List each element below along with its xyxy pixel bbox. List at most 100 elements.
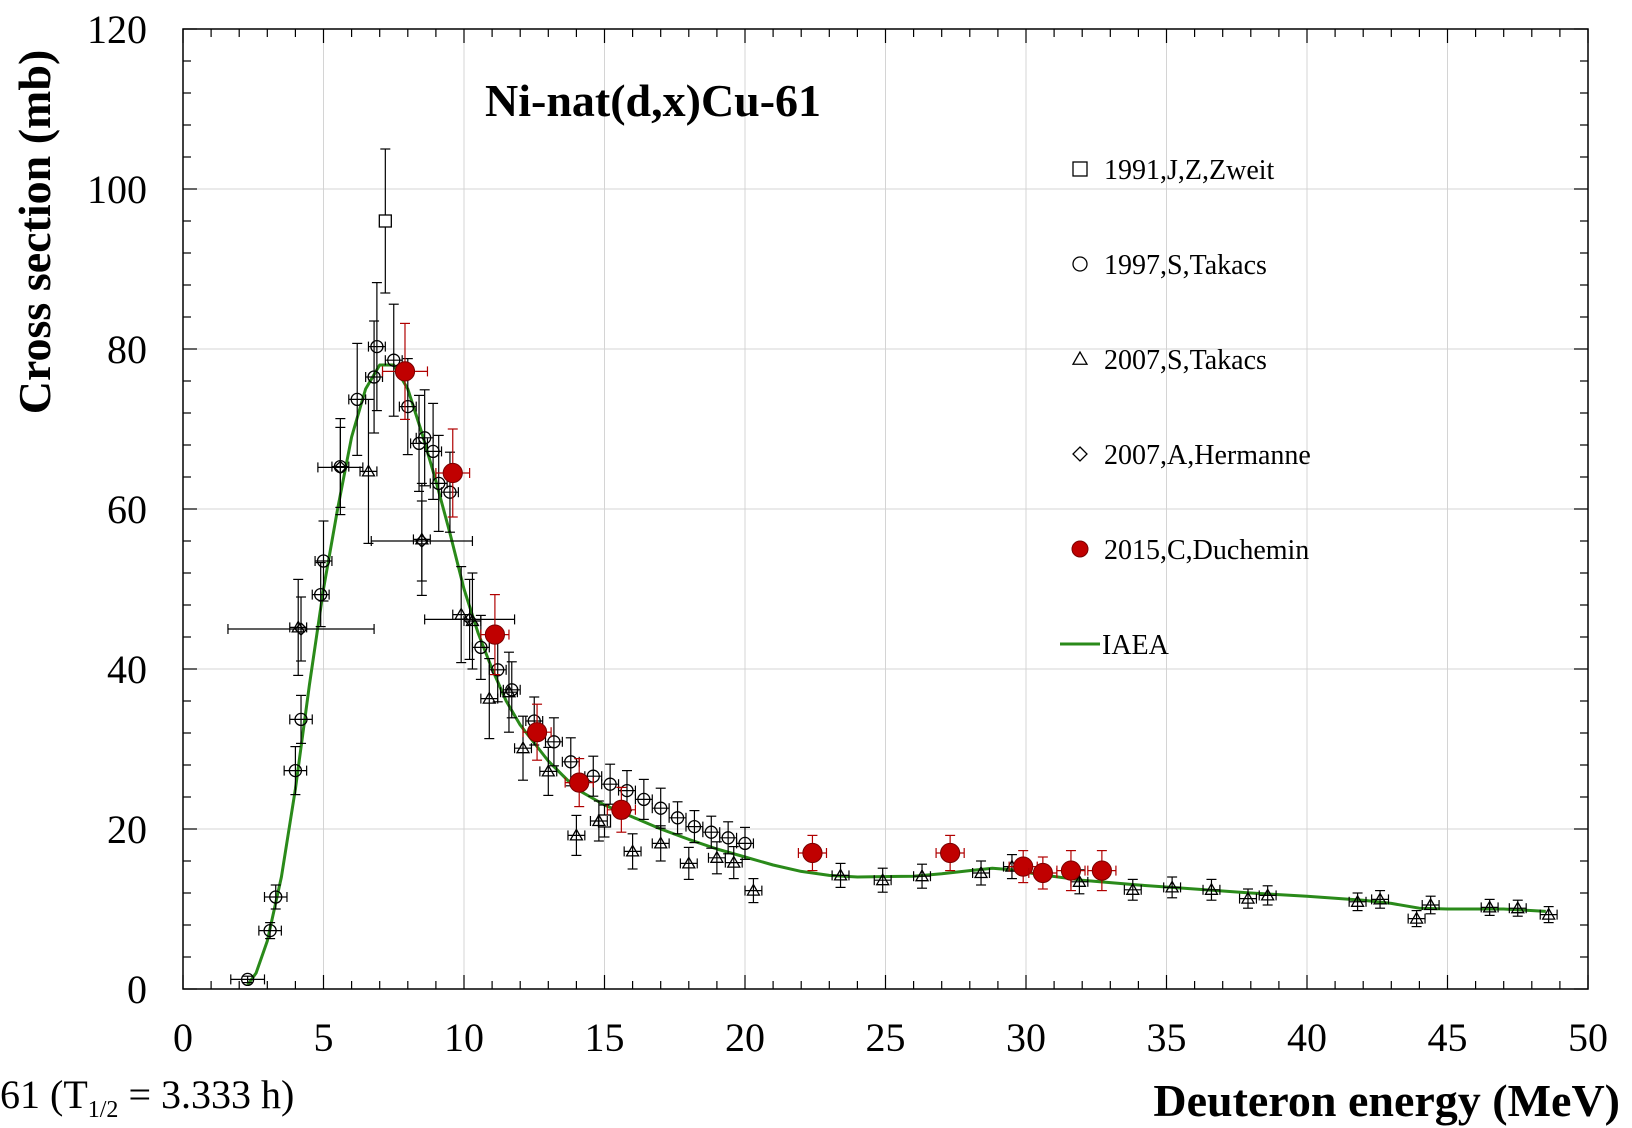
data-point <box>480 593 510 676</box>
data-point <box>1238 888 1258 909</box>
data-point <box>831 862 850 889</box>
square-marker <box>1072 161 1088 177</box>
data-point <box>634 778 653 821</box>
data-point <box>623 833 642 870</box>
triangle-marker <box>653 836 668 849</box>
legend-entry: 2015,C,Duchemin <box>1071 535 1309 566</box>
data-point <box>513 715 533 781</box>
half-life-caption: 61 (T1/2 = 3.333 h) <box>0 1072 295 1123</box>
data-point <box>348 342 367 456</box>
y-tick-label: 60 <box>107 487 147 532</box>
circle-marker <box>432 476 446 491</box>
x-tick-label: 25 <box>866 1015 906 1060</box>
data-point <box>539 746 558 797</box>
legend-entry: IAEA <box>1060 630 1170 661</box>
data-point <box>415 389 434 487</box>
triangle-marker <box>1541 907 1556 920</box>
data-point <box>230 972 266 987</box>
legend-label: IAEA <box>1102 630 1170 661</box>
data-point <box>480 657 499 740</box>
legend-label: 2007,A,Hermanne <box>1104 440 1311 471</box>
y-tick-label: 20 <box>107 807 147 852</box>
triangle-marker <box>1350 894 1365 907</box>
filled-circle-marker <box>940 842 961 864</box>
legend-label: 1991,J,Z,Zweit <box>1104 155 1275 186</box>
data-point <box>1202 878 1221 901</box>
data-point <box>384 303 403 417</box>
data-point <box>283 745 308 796</box>
caption-subscript: 1/2 <box>87 1097 119 1123</box>
data-point <box>1480 898 1499 917</box>
triangle-marker <box>726 855 741 868</box>
data-point <box>912 863 932 889</box>
data-point <box>1421 895 1440 915</box>
triangle-marker <box>1164 880 1180 893</box>
triangle-marker <box>1072 874 1087 887</box>
x-tick-label: 30 <box>1006 1015 1046 1060</box>
filled-circle-marker <box>1032 862 1053 884</box>
triangle-marker <box>501 684 517 698</box>
x-tick-label: 10 <box>444 1015 484 1060</box>
data-point <box>522 703 552 761</box>
data-point <box>1407 909 1426 928</box>
data-point <box>499 651 518 733</box>
triangle-marker <box>875 872 890 886</box>
triangle-marker <box>1071 350 1089 365</box>
data-point <box>359 398 378 545</box>
circle-marker <box>263 923 277 938</box>
circle-marker <box>367 370 381 384</box>
data-point <box>744 877 763 904</box>
data-point <box>314 520 333 602</box>
circle-marker <box>474 640 488 655</box>
diamond-marker <box>1072 446 1088 462</box>
triangle-marker <box>914 868 930 882</box>
diamond-marker <box>414 534 429 548</box>
data-point <box>1258 885 1277 906</box>
triangle-marker <box>541 764 556 777</box>
triangle-marker <box>973 865 989 879</box>
y-tick-label: 120 <box>87 7 147 52</box>
legend: 1991,J,Z,Zweit 1997,S,Takacs 2007,S,Takacs… <box>1060 155 1311 661</box>
circle-marker <box>350 392 364 407</box>
legend-entry: 2007,S,Takacs <box>1071 345 1267 376</box>
filled-circle-marker <box>569 772 590 793</box>
caption-prefix: 61 (T <box>0 1072 88 1117</box>
legend-entry: 1991,J,Z,Zweit <box>1072 155 1275 186</box>
triangle-marker <box>625 844 640 857</box>
circle-marker <box>288 763 303 778</box>
circle-marker <box>738 836 752 851</box>
data-point <box>424 578 516 661</box>
filled-circle-marker <box>1060 860 1082 881</box>
data-point <box>289 694 313 745</box>
plot-frame <box>182 28 1589 990</box>
circle-marker <box>670 811 685 825</box>
filled-circle-marker <box>394 361 416 382</box>
x-tick-label: 35 <box>1147 1015 1187 1060</box>
circle-marker <box>637 792 651 807</box>
x-tick-label: 20 <box>725 1015 765 1060</box>
triangle-marker <box>681 856 696 869</box>
triangle-marker <box>1510 900 1525 914</box>
triangle-marker <box>833 868 848 881</box>
data-point <box>1123 878 1142 901</box>
data-point <box>685 809 704 844</box>
filled-circle-marker <box>526 722 548 743</box>
data-point <box>567 814 586 857</box>
circle-marker <box>294 712 308 727</box>
triangle-marker <box>1372 892 1388 905</box>
triangle-marker <box>1423 897 1438 911</box>
filled-circle-marker <box>611 799 632 820</box>
diamond-marker <box>294 622 308 636</box>
x-axis-title: Deuteron energy (MeV) <box>1153 1075 1620 1126</box>
data-point <box>435 428 471 518</box>
data-point <box>263 884 288 910</box>
caption-suffix: = 3.333 h) <box>118 1072 295 1117</box>
triangle-marker <box>709 850 725 863</box>
data-point <box>378 148 392 294</box>
data-point <box>1163 876 1182 899</box>
data-point <box>873 867 892 893</box>
data-point <box>227 596 375 662</box>
data-point <box>724 845 743 880</box>
data-point <box>1371 889 1390 909</box>
x-tick-label: 40 <box>1287 1015 1327 1060</box>
